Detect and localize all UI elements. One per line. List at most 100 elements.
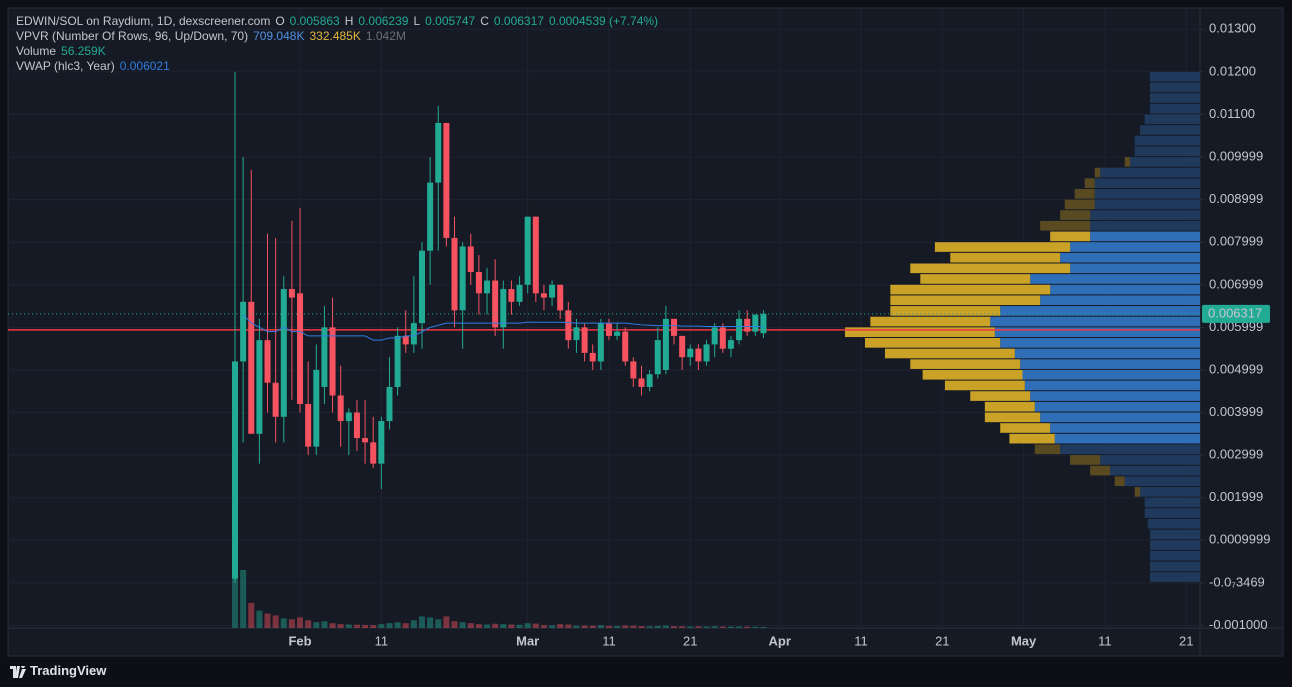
volume-bar xyxy=(492,623,499,628)
volume-bar xyxy=(240,570,247,628)
legend-item: C xyxy=(480,14,489,28)
profile-down xyxy=(845,327,995,338)
profile-down xyxy=(1064,199,1095,210)
volume-bar xyxy=(329,623,336,628)
volume-bar xyxy=(288,619,295,628)
x-tick-label: Feb xyxy=(288,633,311,648)
profile-up xyxy=(1022,369,1200,380)
volume-bar xyxy=(573,625,580,628)
profile-up xyxy=(1140,487,1200,497)
y-tick-label: 0.003999 xyxy=(1209,404,1263,419)
candle-body xyxy=(272,382,279,417)
last-price-label: 0.006317 xyxy=(1208,305,1262,320)
legend-item: O xyxy=(275,14,285,28)
profile-down xyxy=(922,369,1023,380)
candle-body xyxy=(297,293,304,405)
legend-item: VWAP (hlc3, Year) xyxy=(16,59,115,73)
profile-up xyxy=(1060,444,1200,455)
profile-up xyxy=(1070,242,1200,252)
profile-up xyxy=(1110,465,1200,476)
x-tick-label: 21 xyxy=(683,633,697,648)
profile-up xyxy=(1150,82,1200,93)
candle-body xyxy=(467,246,474,273)
candle-body xyxy=(329,327,336,396)
profile-down xyxy=(1124,157,1131,167)
volume-bar xyxy=(695,626,702,628)
profile-up xyxy=(1150,550,1200,561)
candle-body xyxy=(524,216,531,285)
volume-bar xyxy=(321,621,328,628)
profile-up xyxy=(1090,210,1200,220)
volume-bar xyxy=(305,620,312,628)
candle-body xyxy=(305,404,312,447)
volume-bar xyxy=(467,623,474,628)
candle-body xyxy=(671,318,678,336)
candle-body xyxy=(516,284,523,302)
volume-bar xyxy=(394,622,401,628)
profile-up xyxy=(1094,188,1200,199)
profile-up xyxy=(1150,529,1200,540)
profile-up xyxy=(1150,540,1200,550)
volume-bar xyxy=(727,626,734,628)
volume-bar xyxy=(313,622,320,628)
volume-bar xyxy=(597,625,604,628)
candle-body xyxy=(760,313,767,334)
profile-up xyxy=(1124,476,1200,487)
x-tick-label: May xyxy=(1011,633,1037,648)
candle-body xyxy=(427,182,434,251)
brand: TradingView xyxy=(30,663,107,678)
volume-bar xyxy=(378,624,385,628)
candle-body xyxy=(402,335,409,345)
legend-item: VPVR (Number Of Rows, 96, Up/Down, 70) xyxy=(16,29,249,43)
profile-down xyxy=(884,348,1015,359)
legend-row: EDWIN/SOL on Raydium, 1D, dexscreener.co… xyxy=(16,14,663,29)
profile-up xyxy=(1134,146,1200,157)
volume-bar xyxy=(760,626,767,628)
x-tick-label: 21 xyxy=(935,633,949,648)
x-tick-label: Apr xyxy=(769,633,791,648)
volume-bar xyxy=(459,622,466,628)
volume-bar xyxy=(508,624,515,628)
candle-body xyxy=(744,318,751,332)
profile-down xyxy=(934,242,1071,252)
candle-body xyxy=(638,378,645,387)
profile-down xyxy=(950,252,1061,263)
legend-item: 56.259K xyxy=(61,44,106,58)
volume-bar xyxy=(540,625,547,628)
profile-up xyxy=(1000,306,1200,316)
candle-body xyxy=(484,280,491,294)
legend-item: 0.006239 xyxy=(358,14,409,28)
candle-body xyxy=(695,348,702,362)
legend-item: L xyxy=(413,14,421,28)
candle-body xyxy=(662,318,669,370)
candle-body xyxy=(280,289,287,417)
x-tick-label: 21 xyxy=(1179,633,1193,648)
y-tick-label: 0.006999 xyxy=(1209,276,1263,291)
y-tick-label: 0.01200 xyxy=(1209,63,1256,78)
profile-up xyxy=(1147,518,1200,529)
profile-down xyxy=(1084,178,1095,188)
candle-body xyxy=(687,348,694,358)
profile-down xyxy=(1060,210,1091,220)
volume-bar xyxy=(744,626,751,628)
volume-bar xyxy=(264,613,271,628)
candle-body xyxy=(459,246,466,311)
profile-down xyxy=(890,295,1041,306)
y-tick-label: 0.009999 xyxy=(1209,149,1263,164)
legend-item: 332.485K xyxy=(309,29,361,43)
volume-bar xyxy=(232,573,238,628)
candle-body xyxy=(711,327,718,345)
y-tick-label: -0.0₇3469 xyxy=(1209,574,1265,589)
candle-body xyxy=(703,344,710,362)
volume-bar xyxy=(402,623,409,628)
profile-up xyxy=(1014,348,1200,359)
profile-down xyxy=(1070,455,1101,465)
volume-bar xyxy=(353,624,360,628)
candle-body xyxy=(394,335,401,387)
volume-bar xyxy=(622,625,629,628)
volume-bar xyxy=(646,626,653,628)
vwap-line xyxy=(242,314,764,341)
x-tick-label: 11 xyxy=(1098,633,1112,648)
candle-body xyxy=(345,412,352,422)
legend-item: 1.042M xyxy=(365,29,406,43)
